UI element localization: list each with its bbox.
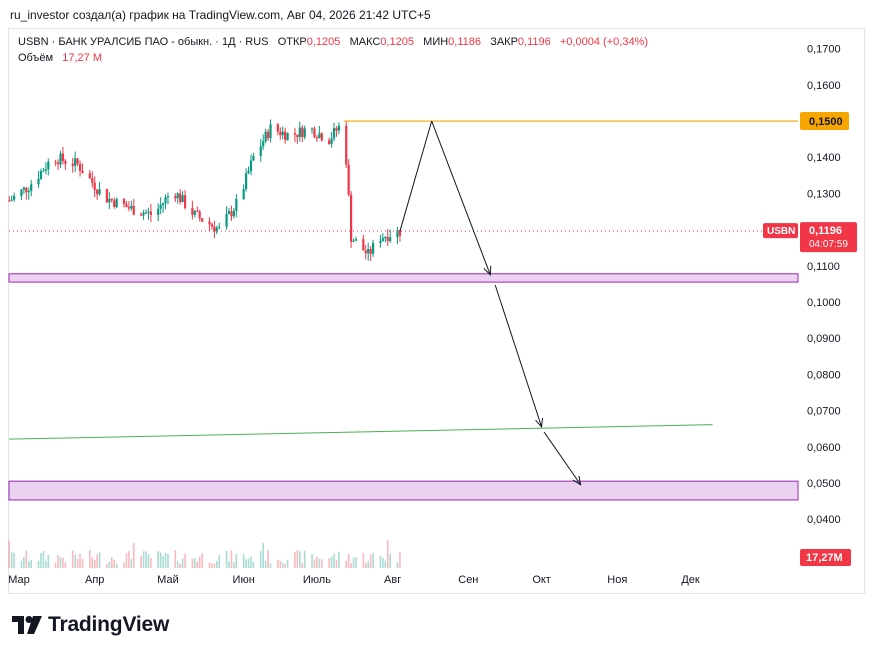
close-value: 0,1196 (517, 36, 551, 48)
low-value: 0,1186 (448, 36, 481, 48)
chart-caption: ru_investor создал(а) график на TradingV… (10, 8, 431, 22)
high-label: МАКС (349, 36, 381, 48)
chart-frame (8, 28, 865, 594)
volume-legend-row: Объём 17,27 M (18, 50, 648, 66)
tradingview-logo-icon (12, 616, 42, 634)
open-value: 0,1205 (306, 36, 341, 48)
chart-legend: USBN · БАНК УРАЛСИБ ПАО - обыкн. · 1Д · … (18, 34, 648, 66)
tradingview-logo-text: TradingView (48, 613, 170, 636)
volume-label[interactable]: Объём (18, 52, 54, 64)
volume-value: 17,27 M (62, 52, 102, 64)
tradingview-logo[interactable]: TradingView (12, 613, 169, 637)
symbol-legend-row: USBN · БАНК УРАЛСИБ ПАО - обыкн. · 1Д · … (18, 34, 648, 50)
change-value: +0,0004 (+0,34%) (559, 36, 649, 48)
close-label: ЗАКР (490, 36, 518, 48)
open-label: ОТКР (277, 36, 307, 48)
low-label: МИН (423, 36, 449, 48)
symbol-line[interactable]: USBN · БАНК УРАЛСИБ ПАО - обыкн. · 1Д · … (18, 36, 269, 48)
high-value: 0,1205 (380, 36, 414, 48)
